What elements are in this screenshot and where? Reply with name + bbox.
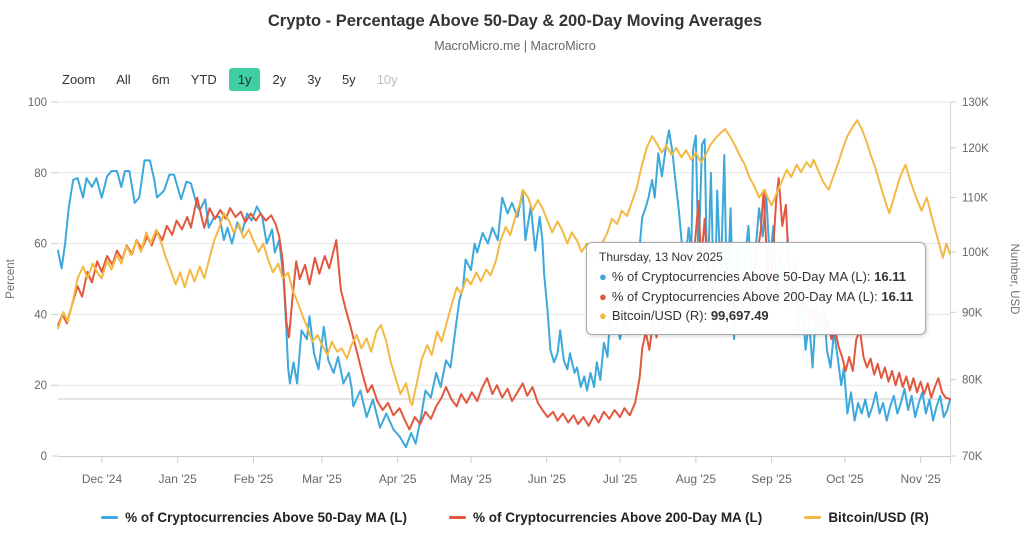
range-button-5y[interactable]: 5y: [341, 72, 356, 87]
left-axis-tick-label: 20: [34, 380, 47, 392]
tooltip-series-value: 16.11: [881, 288, 914, 304]
series-bullet-icon: ●: [599, 308, 607, 323]
left-axis-tick-label: 80: [34, 168, 47, 180]
right-axis-tick-label: 110K: [962, 193, 988, 205]
legend-item-50d[interactable]: % of Cryptocurrencies Above 50-Day MA (L…: [101, 510, 407, 525]
right-axis-title: Number, USD: [1008, 244, 1020, 315]
x-axis-month-label: Dec '24: [82, 472, 123, 486]
x-axis-month-label: Jun '25: [528, 472, 567, 486]
left-axis-title: Percent: [5, 258, 17, 298]
chart-tooltip: Thursday, 13 Nov 2025 ●% of Cryptocurren…: [586, 242, 927, 335]
legend-label: % of Cryptocurrencies Above 50-Day MA (L…: [125, 510, 407, 525]
tooltip-row-50d: ● % of Cryptocurrencies Above 50-Day MA (…: [599, 267, 913, 287]
tooltip-row-200d: ●% of Cryptocurrencies Above 200-Day MA …: [599, 287, 913, 307]
range-button-3y[interactable]: 3y: [307, 72, 321, 87]
legend-item-btc[interactable]: Bitcoin/USD (R): [804, 510, 929, 525]
legend-label: Bitcoin/USD (R): [828, 510, 929, 525]
zoom-label: Zoom: [62, 72, 96, 87]
left-axis-tick-label: 100: [28, 97, 47, 109]
x-axis-month-label: Nov '25: [900, 472, 941, 486]
series-bullet-icon: ●: [599, 269, 607, 284]
series-bullet-icon: ●: [599, 288, 607, 304]
tooltip-series-label: % of Cryptocurrencies Above 200-Day MA (…: [611, 288, 882, 304]
range-button-10y: 10y: [376, 72, 398, 87]
tooltip-series-label: % of Cryptocurrencies Above 50-Day MA (L…: [611, 269, 875, 284]
left-axis-tick-label: 40: [34, 309, 47, 321]
range-button-all[interactable]: All: [116, 72, 131, 87]
tooltip-series-value: 99,697.49: [710, 308, 769, 323]
range-button-2y[interactable]: 2y: [272, 72, 287, 87]
chart-legend: % of Cryptocurrencies Above 50-Day MA (L…: [0, 507, 1030, 525]
right-axis-tick-label: 100K: [962, 247, 989, 259]
tooltip-rows: ● % of Cryptocurrencies Above 50-Day MA (…: [599, 267, 913, 326]
tooltip-row-btc: ● Bitcoin/USD (R): 99,697.49: [599, 306, 913, 326]
right-axis-tick-label: 120K: [962, 143, 989, 155]
x-axis-month-label: Sep '25: [751, 472, 792, 486]
right-axis-tick-label: 80K: [962, 375, 983, 387]
legend-marker-icon: [101, 516, 119, 519]
legend-marker-icon: [448, 516, 466, 519]
right-axis-tick-label: 70K: [962, 451, 983, 463]
range-button-6m[interactable]: 6m: [151, 72, 170, 87]
tooltip-series-value: 16.11: [874, 269, 906, 284]
x-axis-month-label: May '25: [450, 472, 492, 486]
left-axis-tick-label: 60: [34, 239, 47, 251]
x-axis-month-label: Feb '25: [234, 472, 274, 486]
legend-label: % of Cryptocurrencies Above 200-Day MA (…: [472, 510, 763, 525]
x-axis-month-label: Oct '25: [826, 472, 864, 486]
range-button-1y[interactable]: 1y: [228, 68, 261, 91]
x-axis-month-label: Mar '25: [302, 472, 342, 486]
x-axis-month-label: Apr '25: [379, 472, 417, 486]
range-button-ytd[interactable]: YTD: [190, 72, 217, 87]
right-axis-tick-label: 90K: [962, 307, 983, 319]
left-axis-tick-label: 0: [41, 451, 47, 463]
x-axis-month-label: Jan '25: [159, 472, 198, 486]
range-toolbar: Zoom All 6m YTD 1y 2y 3y 5y 10y: [62, 68, 410, 91]
legend-item-200d[interactable]: % of Cryptocurrencies Above 200-Day MA (…: [448, 510, 763, 525]
range-buttons: All 6m YTD 1y 2y 3y 5y 10y: [107, 68, 409, 91]
page-title: Crypto - Percentage Above 50-Day & 200-D…: [267, 12, 763, 30]
x-axis-month-label: Aug '25: [676, 472, 717, 486]
series-line-btc[interactable]: [57, 119, 951, 407]
tooltip-date: Thursday, 13 Nov 2025: [599, 250, 723, 264]
legend-marker-icon: [804, 516, 822, 519]
right-axis-tick-label: 130K: [962, 97, 989, 109]
tooltip-series-label: Bitcoin/USD (R):: [611, 308, 711, 323]
page-subtitle: MacroMicro.me | MacroMicro: [434, 39, 596, 53]
x-axis-month-label: Jul '25: [603, 472, 638, 486]
